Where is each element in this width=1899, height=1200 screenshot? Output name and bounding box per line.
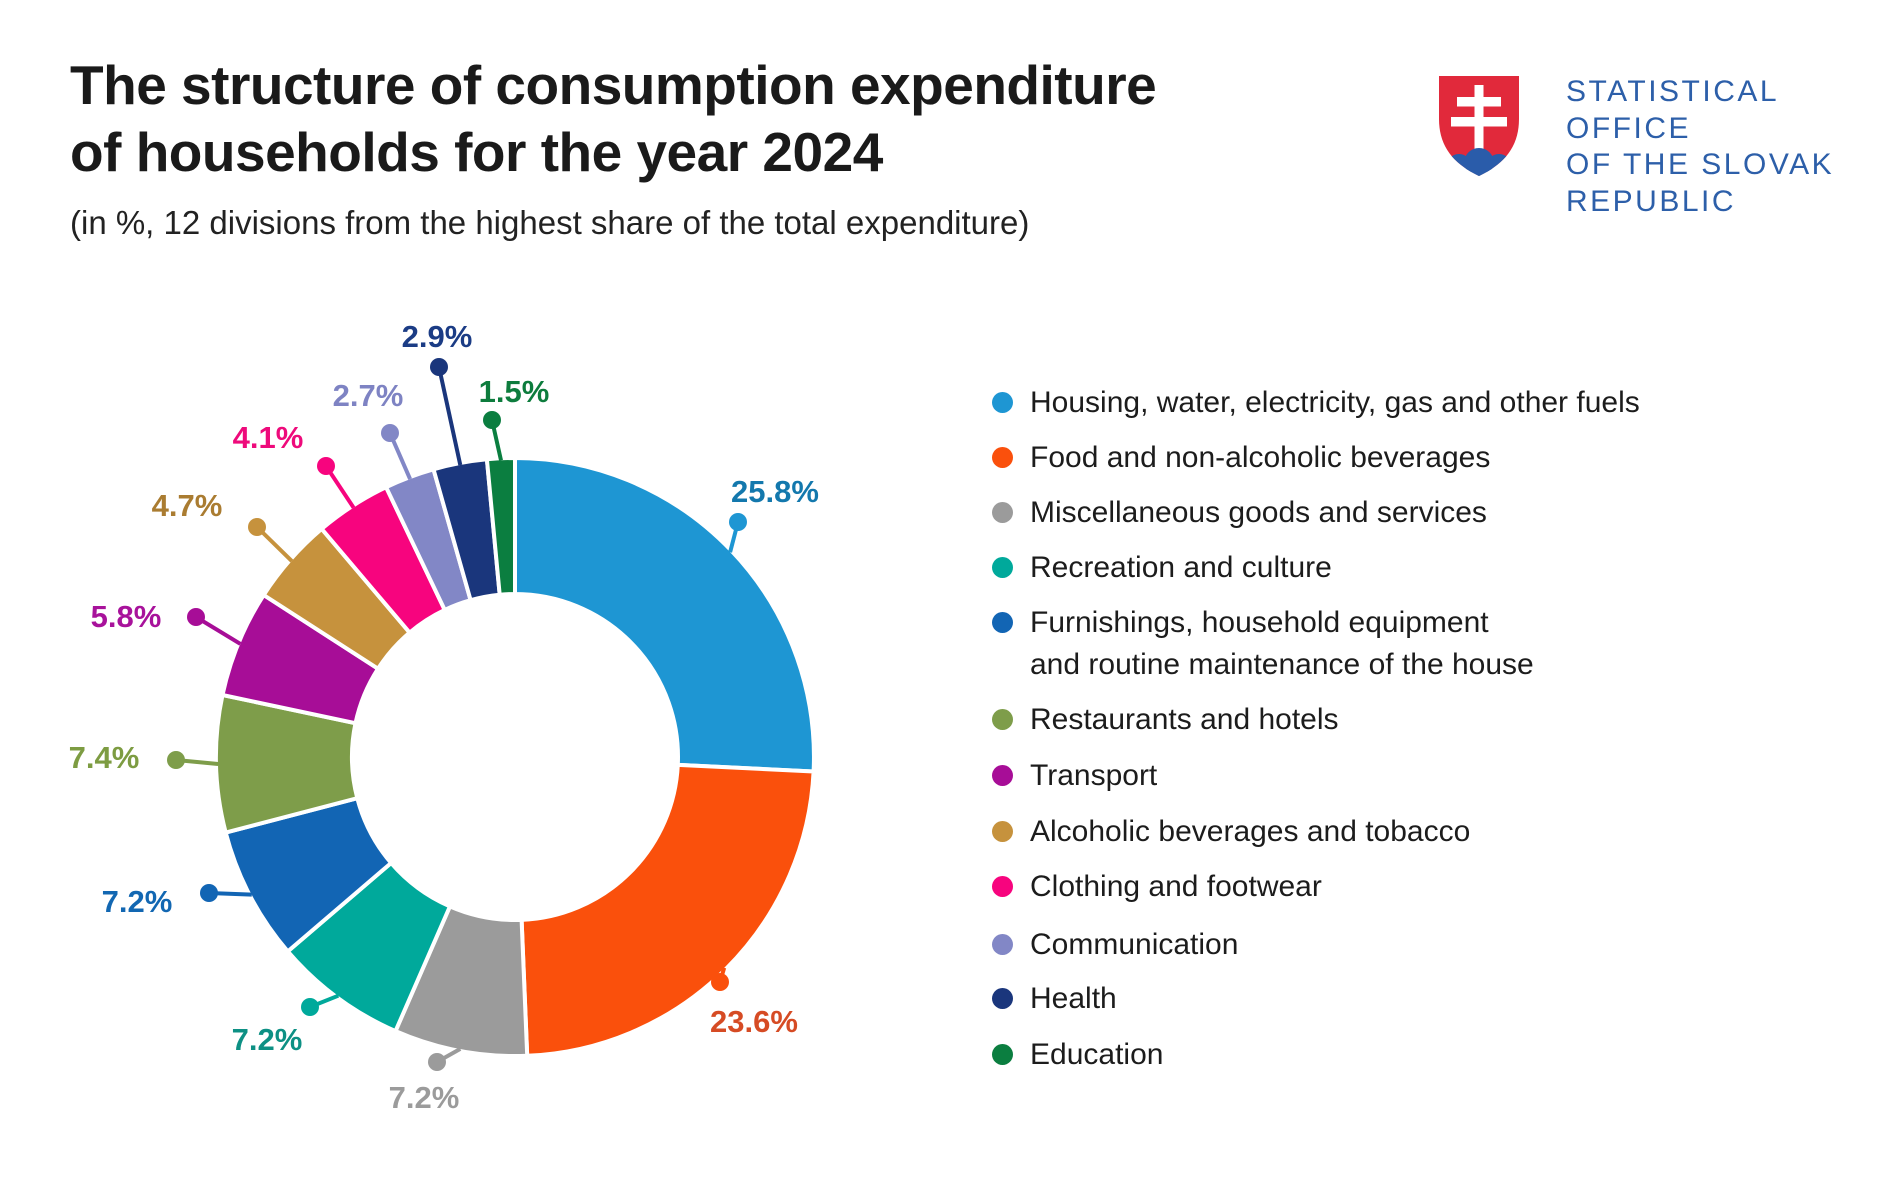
legend-label-clothing: Clothing and footwear (1030, 866, 1322, 908)
slice-value-communication: 2.7% (332, 378, 404, 413)
leader-dot-food (711, 973, 729, 991)
legend-label-health: Health (1030, 978, 1117, 1020)
legend-label-housing: Housing, water, electricity, gas and oth… (1030, 382, 1640, 424)
legend-label-furnishings: Furnishings, household equipment and rout… (1030, 602, 1534, 686)
page-subtitle: (in %, 12 divisions from the highest sha… (70, 204, 1030, 241)
legend-label-line: Housing, water, electricity, gas and oth… (1030, 386, 1640, 419)
legend-label-line: Health (1030, 982, 1117, 1015)
legend-label-line: Miscellaneous goods and services (1030, 496, 1487, 529)
slice-value-housing: 25.8% (731, 474, 819, 509)
leader-dot-transport (187, 608, 205, 626)
legend-dot-clothing (992, 876, 1013, 897)
legend-dot-furnishings (992, 612, 1013, 633)
legend-label-education: Education (1030, 1034, 1163, 1076)
legend-label-line: Alcoholic beverages and tobacco (1030, 815, 1471, 848)
page-title-line1: The structure of consumption expenditure (70, 54, 1157, 116)
legend-label-recreation: Recreation and culture (1030, 547, 1332, 589)
leader-dot-recreation (301, 998, 319, 1016)
legend-dot-restaurants (992, 709, 1013, 730)
slovak-coat-of-arms-icon (1439, 76, 1519, 176)
logo-org-line: STATISTICAL (1566, 75, 1780, 108)
legend-label-line: Recreation and culture (1030, 551, 1332, 584)
leader-dot-alcohol-tobacco (248, 518, 266, 536)
slice-education (484, 455, 517, 597)
leader-dot-restaurants (167, 751, 185, 769)
legend-dot-education (992, 1044, 1013, 1065)
leader-dot-communication (381, 424, 399, 442)
slice-value-transport: 5.8% (90, 599, 162, 634)
page-title-line2: of households for the year 2024 (70, 121, 883, 183)
legend-dot-housing (992, 392, 1013, 413)
slice-food (519, 762, 816, 1058)
legend-label-line: Transport (1030, 759, 1158, 792)
page-title: The structure of consumption expenditure… (70, 52, 1157, 186)
leader-dot-health (430, 358, 448, 376)
logo-org-line: REPUBLIC (1566, 184, 1737, 218)
leader-dot-furnishings (200, 884, 218, 902)
slice-value-furnishings: 7.2% (101, 884, 173, 919)
legend-label-line: Communication (1030, 928, 1239, 961)
slice-value-education: 1.5% (478, 374, 550, 409)
slice-value-health: 2.9% (401, 319, 473, 354)
legend-label-miscellaneous: Miscellaneous goods and services (1030, 492, 1487, 534)
legend-dot-health (992, 988, 1013, 1009)
slice-value-restaurants: 7.4% (68, 740, 140, 775)
logo-org-line: OF THE SLOVAK (1566, 148, 1835, 181)
leader-dot-education (483, 411, 501, 429)
slice-value-clothing: 4.1% (232, 420, 304, 455)
legend-dot-alcohol-tobacco (992, 821, 1013, 842)
logo-org-line: OFFICE (1566, 111, 1691, 145)
legend-label-line: Food and non-alcoholic beverages (1030, 441, 1491, 474)
slice-value-alcohol-tobacco: 4.7% (151, 488, 223, 523)
legend-dot-food (992, 447, 1013, 468)
legend-dot-transport (992, 765, 1013, 786)
slice-value-food: 23.6% (710, 1004, 798, 1039)
legend-label-transport: Transport (1030, 755, 1157, 797)
legend-label-communication: Communication (1030, 924, 1238, 966)
legend-label-line: and routine maintenance of the house (1030, 648, 1534, 681)
legend-label-alcohol-tobacco: Alcoholic beverages and tobacco (1030, 811, 1470, 853)
leader-line-health (437, 366, 463, 466)
legend-dot-communication (992, 934, 1013, 955)
slice-value-recreation: 7.2% (231, 1022, 303, 1057)
legend-label-line: Furnishings, household equipment (1030, 606, 1489, 639)
legend-label-line: Clothing and footwear (1030, 870, 1322, 903)
legend-dot-recreation (992, 557, 1013, 578)
legend-label-food: Food and non-alcoholic beverages (1030, 437, 1490, 479)
leader-dot-miscellaneous (428, 1053, 446, 1071)
leader-dot-clothing (317, 457, 335, 475)
legend-label-line: Restaurants and hotels (1030, 703, 1339, 736)
legend-dot-miscellaneous (992, 502, 1013, 523)
logo-org-name: STATISTICAL OFFICE OF THE SLOVAK REPUBLI… (1566, 74, 1834, 220)
leader-dot-housing (729, 513, 747, 531)
legend-label-restaurants: Restaurants and hotels (1030, 699, 1339, 741)
statistical-office-logo: STATISTICAL OFFICE OF THE SLOVAK REPUBLI… (1438, 70, 1858, 230)
slice-housing (513, 455, 816, 774)
legend-label-line: Education (1030, 1038, 1164, 1071)
slice-value-miscellaneous: 7.2% (388, 1080, 460, 1115)
